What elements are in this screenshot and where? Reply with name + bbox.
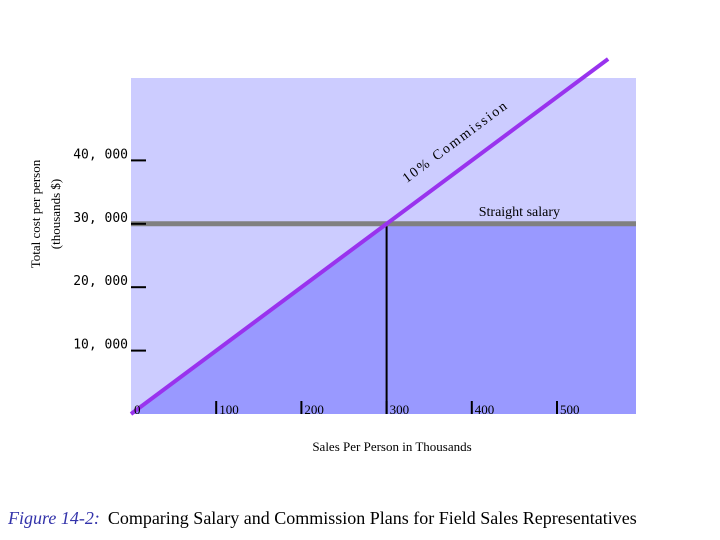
y-axis-title-line2: (thousands $) <box>48 179 63 249</box>
figure-caption: Figure 14-2: Comparing Salary and Commiss… <box>8 508 720 529</box>
x-tick-label: 500 <box>560 402 580 417</box>
x-tick-label: 400 <box>475 402 495 417</box>
x-axis-title: Sales Per Person in Thousands <box>312 439 471 454</box>
series-line-commission <box>129 57 610 416</box>
x-tick-label: 300 <box>390 402 410 417</box>
figure-label: Figure 14-2: <box>8 508 100 528</box>
series-label-straight-salary: Straight salary <box>479 205 560 220</box>
y-axis-title-line1: Total cost per person <box>28 159 43 268</box>
y-tick-label: 30, 000 <box>73 211 128 226</box>
y-tick-label: 20, 000 <box>73 274 128 289</box>
x-tick-label: 0 <box>134 402 141 417</box>
y-tick-label: 10, 000 <box>73 338 128 353</box>
y-axis-ticks: 10, 000 20, 000 30, 000 40, 000 <box>73 147 146 353</box>
plot-region-below-curves <box>131 223 636 414</box>
x-tick-label: 200 <box>304 402 324 417</box>
caption-text: Comparing Salary and Commission Plans fo… <box>107 508 637 528</box>
x-tick-label: 100 <box>219 402 239 417</box>
x-axis-ticks: 0 100 200 300 400 500 <box>134 401 580 417</box>
y-tick-label: 40, 000 <box>73 147 128 162</box>
